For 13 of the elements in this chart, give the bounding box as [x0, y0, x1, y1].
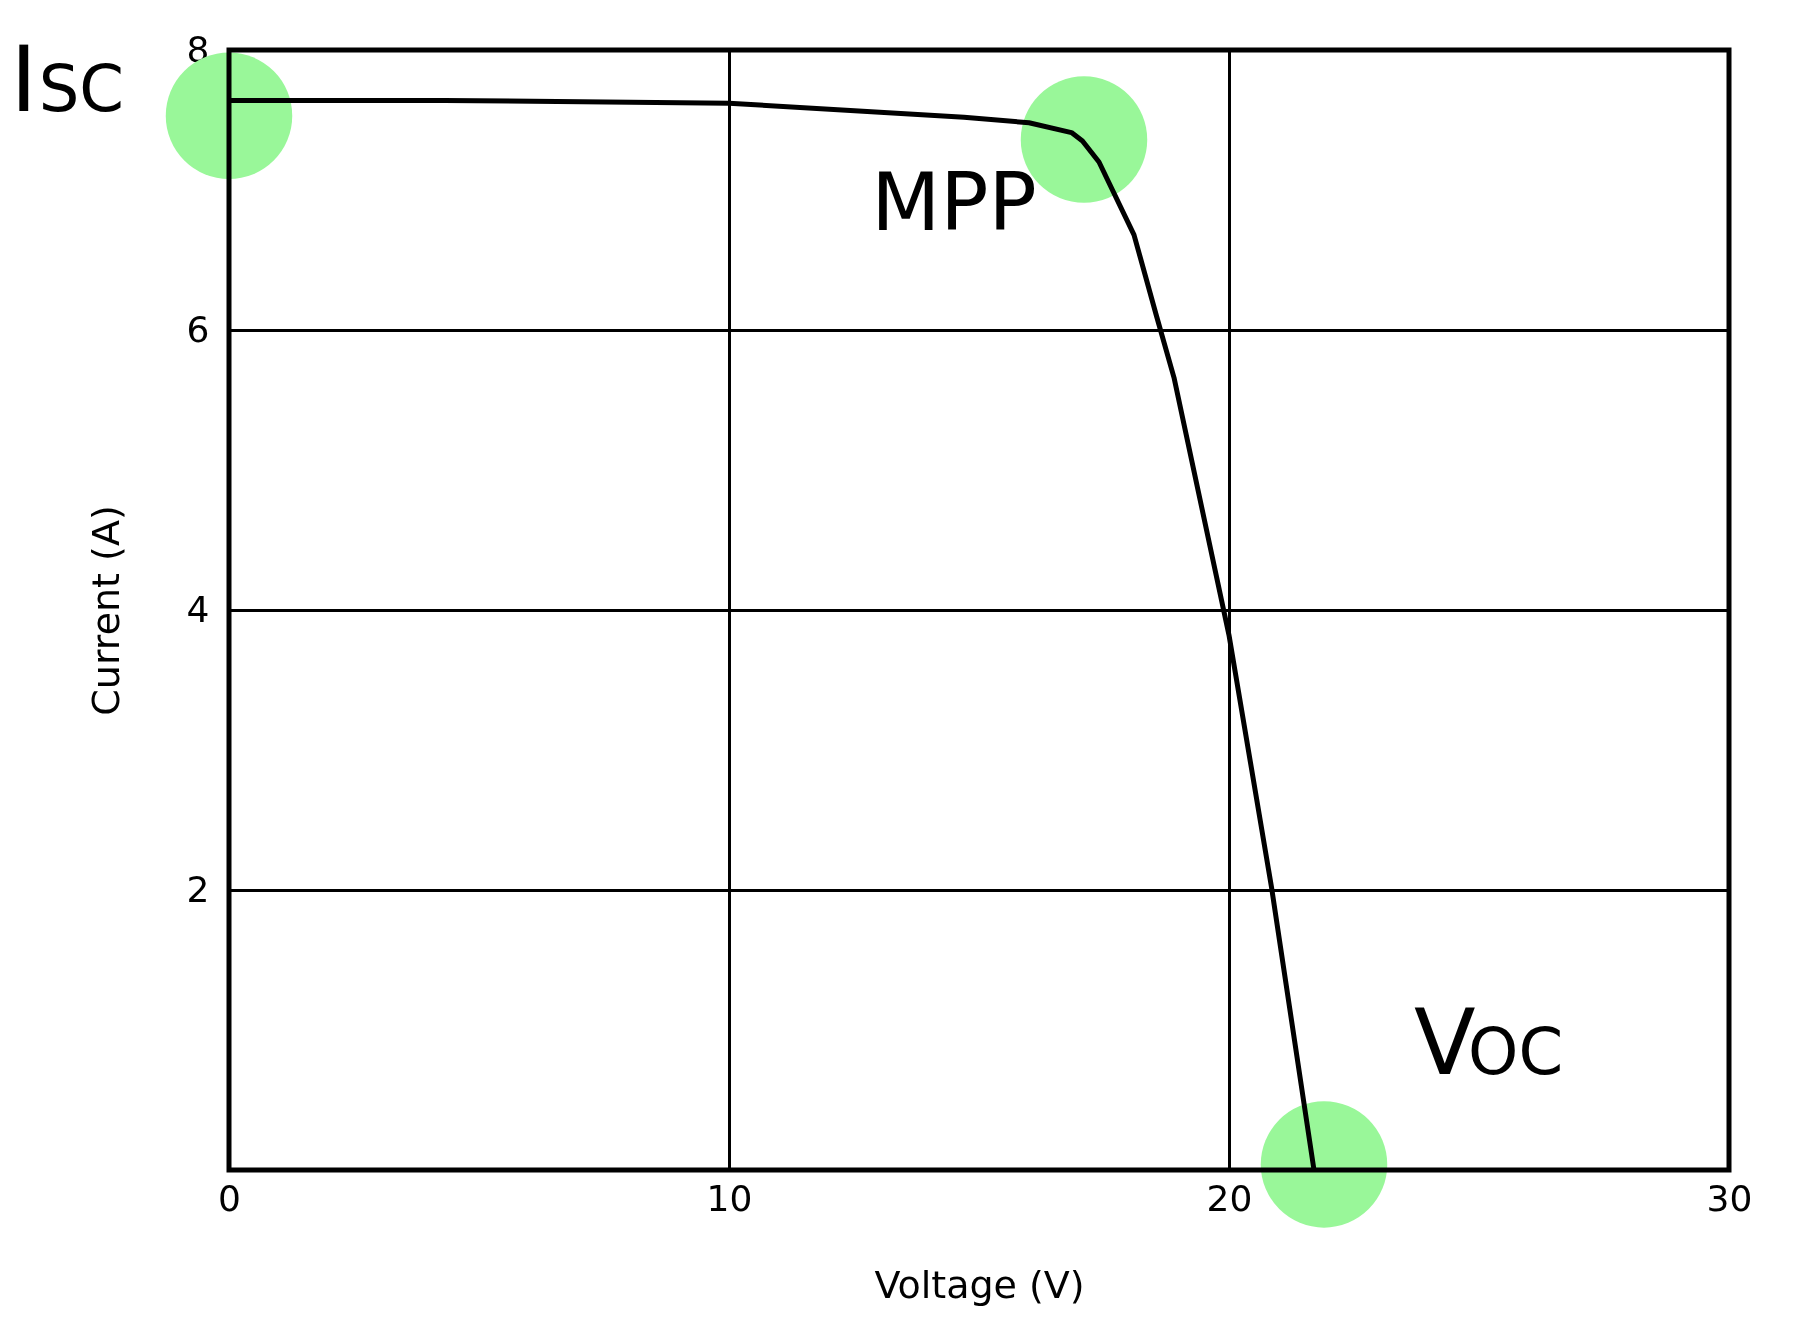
annotation: VOC [1414, 990, 1564, 1096]
point [1260, 1101, 1388, 1228]
x-tick-label: 30 [1706, 1177, 1753, 1219]
y-tick-label: 4 [186, 588, 210, 630]
x-axis-title: Voltage (V) [874, 1262, 1085, 1307]
x-tick-label: 20 [1206, 1177, 1253, 1219]
x-tick-label: 10 [706, 1177, 753, 1219]
y-tick-label: 6 [186, 308, 210, 350]
x-tick-label: 0 [218, 1177, 241, 1219]
annotation: MPP [871, 155, 1037, 249]
annotation: ISC [10, 26, 124, 132]
y-tick-label: 2 [186, 868, 210, 910]
y-axis-title: Current (A) [83, 505, 128, 716]
